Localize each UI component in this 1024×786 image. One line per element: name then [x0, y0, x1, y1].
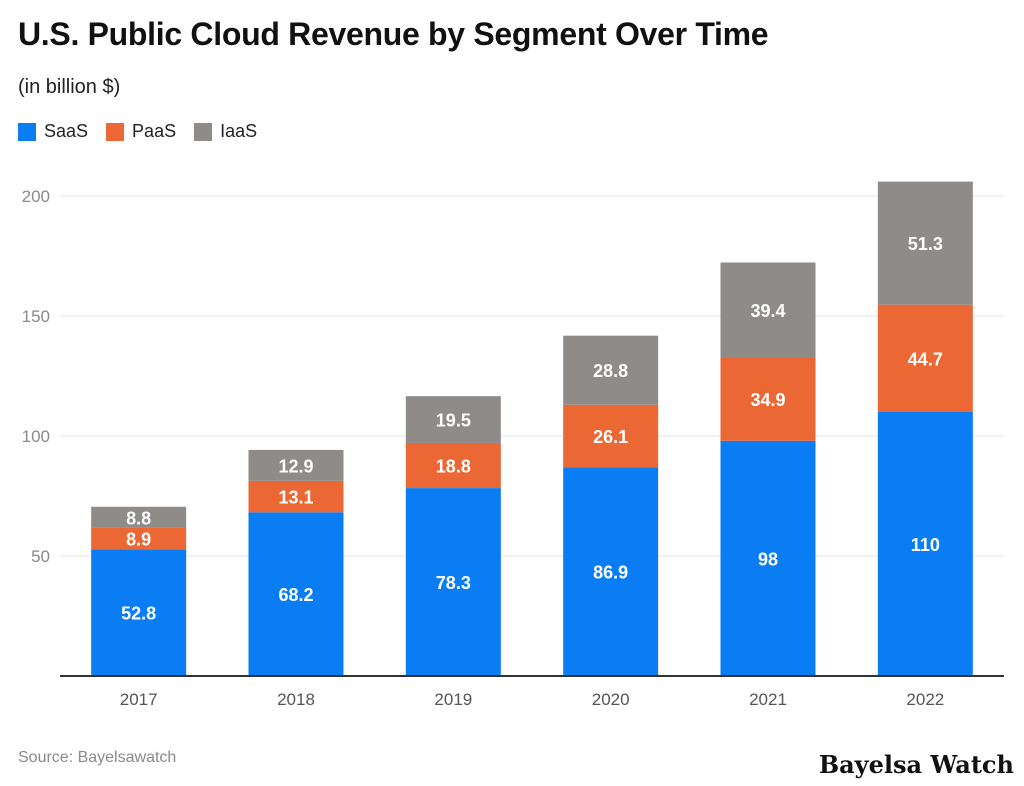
x-tick-label: 2019 — [434, 690, 472, 709]
data-label-paas: 8.9 — [126, 530, 151, 550]
bar-segment-iaas — [720, 262, 816, 358]
legend: SaaS PaaS IaaS — [18, 121, 257, 142]
bar-segment-paas — [877, 304, 973, 412]
legend-swatch-iaas — [194, 122, 213, 141]
data-label-paas: 44.7 — [908, 349, 943, 369]
bar-segment-saas — [877, 412, 973, 676]
bar-segment-iaas — [877, 181, 973, 305]
chart-subtitle: (in billion $) — [18, 76, 121, 98]
bar-segment-saas — [563, 467, 659, 676]
data-label-paas: 18.8 — [436, 457, 471, 477]
x-tick-label: 2021 — [749, 690, 787, 709]
data-label-iaas: 12.9 — [278, 456, 313, 476]
bar-segment-iaas — [405, 396, 501, 443]
y-tick-label: 200 — [22, 187, 50, 206]
data-label-iaas: 39.4 — [750, 301, 785, 321]
bar-segment-saas — [91, 549, 187, 676]
data-label-iaas: 51.3 — [908, 234, 943, 254]
data-label-saas: 78.3 — [436, 573, 471, 593]
data-label-saas: 86.9 — [593, 563, 628, 583]
brand-logo: Bayelsa Watch — [818, 750, 1014, 779]
bar-segment-paas — [248, 480, 344, 513]
bar-segment-paas — [91, 527, 187, 550]
data-label-paas: 13.1 — [278, 488, 313, 508]
chart-title: U.S. Public Cloud Revenue by Segment Ove… — [18, 16, 769, 52]
legend-item-iaas: IaaS — [194, 121, 257, 142]
legend-item-saas: SaaS — [18, 121, 88, 142]
bar-segment-paas — [720, 357, 816, 441]
bar-segment-iaas — [248, 449, 344, 481]
data-label-paas: 26.1 — [593, 427, 628, 447]
x-tick-label: 2017 — [120, 690, 158, 709]
legend-label-iaas: IaaS — [220, 121, 258, 141]
source-note: Source: Bayelsawatch — [18, 749, 177, 766]
data-label-saas: 110 — [911, 535, 940, 555]
legend-swatch-saas — [18, 122, 36, 141]
data-label-paas: 34.9 — [750, 390, 785, 410]
data-label-iaas: 28.8 — [593, 361, 628, 381]
data-label-iaas: 8.8 — [126, 508, 151, 528]
bar-segment-paas — [563, 404, 659, 468]
x-tick-label: 2022 — [906, 690, 944, 709]
legend-swatch-paas — [106, 122, 125, 141]
data-label-iaas: 19.5 — [436, 411, 471, 431]
data-label-saas: 98 — [758, 549, 778, 569]
bar-segment-saas — [405, 488, 501, 676]
x-tick-label: 2018 — [277, 690, 315, 709]
legend-label-paas: PaaS — [132, 121, 177, 141]
y-tick-label: 100 — [22, 427, 50, 446]
bar-segment-paas — [405, 442, 501, 489]
data-label-saas: 68.2 — [278, 585, 313, 605]
bar-segment-saas — [720, 440, 816, 676]
legend-item-paas: PaaS — [106, 121, 176, 142]
y-tick-label: 150 — [22, 307, 50, 326]
bar-segment-saas — [248, 512, 344, 676]
legend-label-saas: SaaS — [44, 121, 89, 141]
y-tick-label: 50 — [31, 547, 50, 566]
x-tick-label: 2020 — [592, 690, 630, 709]
bar-segment-iaas — [91, 506, 187, 528]
bar-segment-iaas — [563, 335, 659, 405]
data-label-saas: 52.8 — [121, 604, 156, 624]
